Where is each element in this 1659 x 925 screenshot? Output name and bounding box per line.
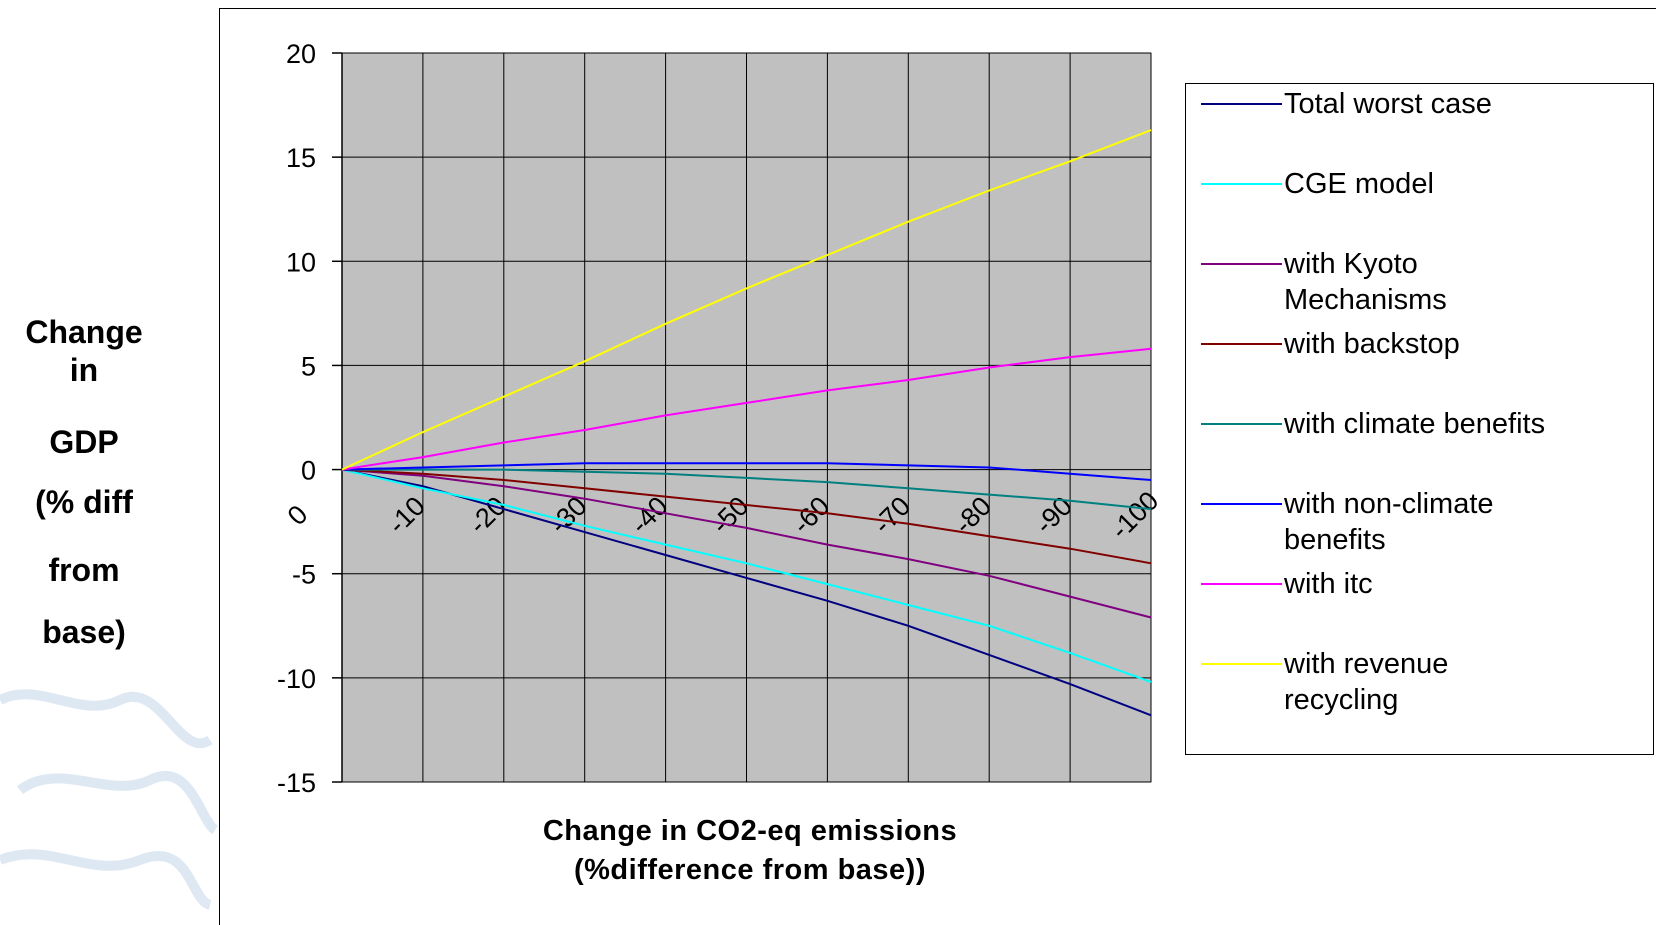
legend-entry: with revenue recycling [1186, 646, 1655, 724]
legend-swatch [1201, 583, 1282, 585]
series-line [341, 468, 1152, 717]
legend-entry: with Kyoto Mechanisms [1186, 246, 1655, 324]
side-label-line: (% diff [35, 484, 133, 520]
legend-entry: with itc [1186, 566, 1655, 644]
legend-swatch [1201, 503, 1282, 505]
legend-label-line: benefits [1284, 524, 1386, 556]
side-label-line: base) [42, 614, 126, 650]
legend-label: with non-climate benefits [1284, 486, 1654, 558]
y-tick-label: -10 [277, 664, 316, 694]
legend-swatch [1201, 103, 1282, 105]
legend-entry: CGE model [1186, 166, 1655, 244]
y-tick-label: -15 [277, 768, 316, 798]
legend-label: Total worst case [1284, 86, 1654, 122]
legend-swatch [1201, 663, 1282, 665]
legend-label-line: recycling [1284, 684, 1399, 716]
legend-label-line: Total worst case [1284, 88, 1492, 120]
chart-legend: Total worst case CGE model with Kyoto Mecha… [1185, 83, 1654, 755]
x-axis-title-line-1: Change in CO2-eq emissions [542, 815, 958, 847]
legend-swatch [1201, 263, 1282, 265]
legend-label: with revenue recycling [1284, 646, 1654, 718]
legend-label-line: with revenue [1284, 648, 1449, 680]
series-line [341, 462, 1152, 481]
side-label-line: GDP [49, 424, 119, 460]
legend-label-line: with Kyoto [1284, 248, 1418, 280]
legend-swatch [1201, 343, 1282, 345]
side-label-line: Change [25, 314, 143, 350]
legend-entry: with non-climate benefits [1186, 486, 1655, 564]
series-line [342, 468, 1152, 511]
y-tick-label: 15 [286, 143, 316, 173]
series-line [341, 468, 1152, 683]
series-line [341, 129, 1152, 471]
legend-entry: with backstop [1186, 326, 1655, 404]
legend-label-line: with backstop [1284, 328, 1460, 360]
side-label-line: in [69, 352, 99, 388]
legend-label: with Kyoto Mechanisms [1284, 246, 1654, 318]
legend-entry: with climate benefits [1186, 406, 1655, 484]
legend-label: with backstop [1284, 326, 1654, 362]
legend-swatch [1201, 423, 1282, 425]
side-label-line: from [48, 552, 120, 588]
x-axis-title: Change in CO2-eq emissions (%difference … [420, 812, 1080, 890]
y-tick-label: 20 [286, 39, 316, 69]
legend-entry: Total worst case [1186, 86, 1655, 164]
series-line [341, 468, 1152, 619]
legend-label-line: Mechanisms [1284, 284, 1447, 316]
x-tick-label: 0 [282, 499, 314, 531]
y-tick-label: 10 [286, 247, 316, 277]
y-axis-side-label: Change in GDP (% diff from base) [0, 316, 168, 656]
legend-label-line: with non-climate [1284, 488, 1494, 520]
legend-label: CGE model [1284, 166, 1654, 202]
x-axis-title-line-2: (%difference from base)) [573, 854, 926, 886]
legend-label: with climate benefits [1284, 406, 1654, 442]
y-tick-label: 5 [301, 351, 316, 381]
legend-label-line: CGE model [1284, 168, 1434, 200]
legend-swatch [1201, 183, 1282, 185]
legend-label: with itc [1284, 566, 1654, 602]
background-decoration [0, 689, 219, 910]
y-tick-label: 0 [301, 456, 316, 486]
y-tick-label: -5 [292, 560, 316, 590]
legend-label-line: with itc [1284, 568, 1373, 600]
legend-label-line: with climate benefits [1284, 408, 1546, 440]
series-line [341, 468, 1152, 565]
series-line [341, 347, 1152, 471]
